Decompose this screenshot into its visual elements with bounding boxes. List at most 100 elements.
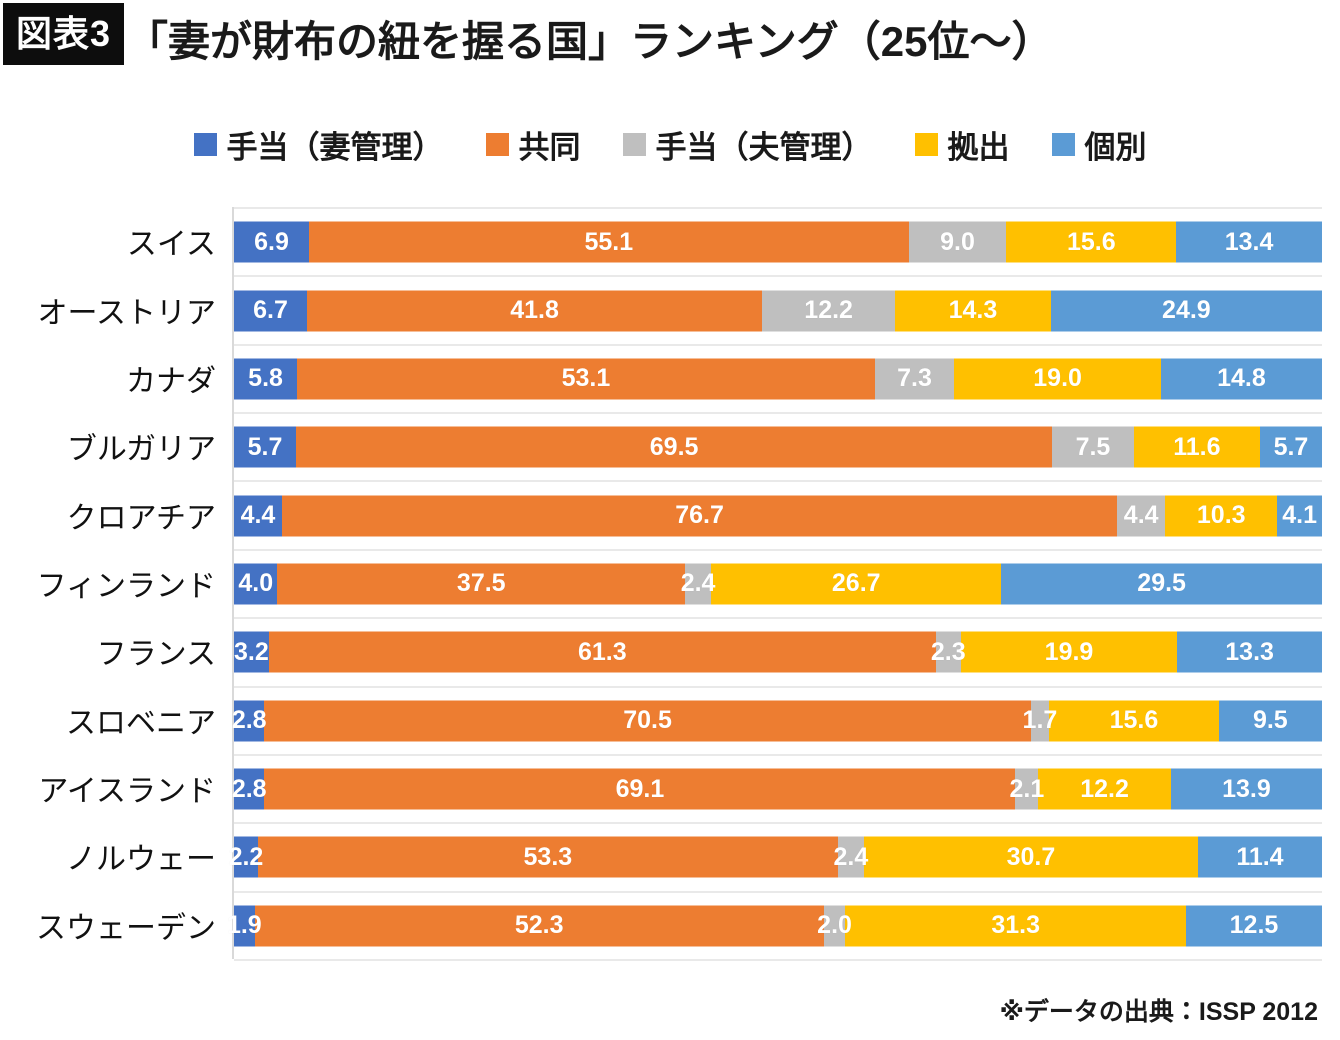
segment-value-label: 41.8	[510, 296, 559, 325]
segment-value-label: 1.9	[226, 911, 262, 940]
bar-segment: 13.4	[1176, 221, 1322, 263]
bar-segment: 69.5	[296, 426, 1053, 468]
stacked-bar: 5.7 69.5 7.5 11.6 5.7	[234, 426, 1322, 468]
source-note: ※データの出典：ISSP 2012	[999, 998, 1318, 1026]
segment-value-label: 2.1	[1009, 774, 1045, 803]
bar-segment: 3.2	[234, 631, 269, 673]
category-label: ノルウェー	[66, 843, 216, 877]
bar-segment: 7.5	[1052, 426, 1134, 468]
segment-value-label: 9.0	[940, 227, 975, 256]
page-title: 「妻が財布の紐を握る国」ランキング（25位〜）	[126, 18, 1054, 65]
segment-value-label: 52.3	[514, 911, 564, 940]
bar-segment: 4.0	[234, 563, 278, 605]
bar-row: 3.2 61.3 2.3 19.9 13.3	[234, 617, 1322, 685]
bar-segment: 9.0	[908, 221, 1007, 263]
segment-value-label: 11.6	[1173, 432, 1221, 461]
bar-row: 4.4 76.7 4.4 10.3 4.1	[234, 480, 1322, 548]
segment-value-label: 5.8	[248, 364, 283, 393]
bar-segment: 69.1	[264, 768, 1016, 810]
bar-segment: 7.3	[874, 358, 955, 400]
stacked-bar: 2.2 53.3 2.4 30.7 11.4	[229, 836, 1322, 878]
segment-value-label: 11.4	[1236, 842, 1284, 871]
segment-value-label: 13.4	[1224, 227, 1274, 256]
segment-value-label: 10.3	[1196, 501, 1246, 530]
bar-segment: 37.5	[277, 563, 686, 605]
segment-value-label: 2.2	[228, 842, 264, 871]
y-axis-line	[232, 207, 234, 959]
bar-segment: 1.7	[1023, 700, 1057, 742]
bar-segment: 53.1	[297, 358, 875, 400]
bar-segment: 41.8	[306, 290, 763, 332]
bar-segment: 14.8	[1160, 358, 1322, 400]
bar-segment: 10.3	[1165, 495, 1278, 537]
segment-value-label: 5.7	[247, 432, 283, 461]
segment-value-label: 37.5	[456, 569, 506, 598]
segment-value-label: 76.7	[675, 501, 724, 530]
segment-value-label: 13.9	[1222, 774, 1271, 803]
bar-segment: 29.5	[1001, 563, 1322, 605]
category-label: アイスランド	[38, 775, 216, 809]
legend-label: 手当（夫管理）	[655, 130, 873, 165]
segment-value-label: 29.5	[1137, 569, 1186, 598]
segment-value-label: 15.6	[1066, 227, 1116, 256]
bar-segment: 76.7	[281, 495, 1118, 537]
bar-segment: 2.3	[931, 631, 966, 673]
category-label: フランス	[96, 638, 216, 672]
category-label: オーストリア	[37, 296, 217, 330]
legend-swatch	[193, 133, 217, 156]
bar-segment: 52.3	[254, 905, 824, 947]
category-label: スロベニア	[66, 706, 216, 740]
bar-segment: 13.9	[1170, 768, 1322, 810]
legend-swatch	[914, 133, 938, 156]
bar-segment: 6.7	[234, 290, 307, 332]
stacked-bar: 2.8 69.1 2.1 12.2 13.9	[232, 768, 1322, 810]
segment-value-label: 4.0	[238, 569, 274, 598]
segment-value-label: 14.3	[948, 296, 998, 325]
bar-segment: 12.2	[1038, 768, 1171, 810]
segment-value-label: 1.7	[1022, 706, 1058, 735]
segment-value-label: 2.4	[833, 842, 869, 871]
segment-value-label: 31.3	[991, 911, 1041, 940]
segment-value-label: 5.7	[1273, 432, 1309, 461]
bar-segment: 53.3	[257, 836, 838, 878]
category-label: スイス	[126, 228, 216, 262]
bar-segment: 2.0	[817, 905, 852, 947]
bar-segment: 15.6	[1006, 221, 1177, 263]
bar-segment: 6.9	[234, 221, 310, 263]
bar-segment: 24.9	[1050, 290, 1322, 332]
segment-value-label: 12.2	[1080, 774, 1129, 803]
bar-row: 4.0 37.5 2.4 26.7 29.5	[234, 548, 1322, 617]
bar-segment: 4.4	[1117, 495, 1166, 537]
segment-value-label: 6.7	[253, 296, 288, 325]
bar-segment: 2.4	[681, 563, 715, 605]
bar-segment: 26.7	[711, 563, 1002, 605]
category-label: クロアチア	[66, 501, 216, 535]
segment-value-label: 14.8	[1217, 364, 1266, 393]
segment-value-label: 53.3	[523, 842, 573, 871]
bar-row: 6.9 55.1 9.0 15.6 13.4	[234, 207, 1322, 275]
segment-value-label: 3.2	[234, 637, 269, 666]
bar-row: 5.7 69.5 7.5 11.6 5.7	[234, 412, 1322, 480]
bar-segment: 14.3	[895, 290, 1051, 332]
bar-segment: 2.2	[229, 836, 263, 878]
bar-segment: 2.4	[833, 836, 868, 878]
segment-value-label: 69.1	[615, 774, 665, 803]
category-axis: スイス オーストリア カナダ ブルガリア クロアチア フィンランド フランス スロベニア アイス…	[0, 207, 222, 959]
legend-swatch	[1051, 133, 1075, 156]
segment-value-label: 19.9	[1044, 637, 1094, 666]
bar-segment: 2.8	[232, 768, 267, 810]
bar-segment: 30.7	[863, 836, 1198, 878]
legend-item: 個別	[1051, 122, 1147, 167]
stacked-bar: 6.7 41.8 12.2 14.3 24.9	[234, 290, 1322, 332]
segment-value-label: 7.3	[897, 364, 932, 393]
bar-segment: 13.3	[1177, 631, 1322, 673]
legend: 手当（妻管理） 共同 手当（夫管理） 拠出 個別	[0, 122, 1340, 167]
legend-label: 共同	[518, 130, 581, 165]
bar-row: 6.7 41.8 12.2 14.3 24.9	[234, 275, 1322, 343]
legend-swatch	[485, 133, 509, 156]
legend-item: 拠出	[914, 122, 1010, 167]
segment-value-label: 6.9	[254, 227, 289, 256]
bar-segment: 9.5	[1218, 700, 1322, 742]
bar-row: 1.9 52.3 2.0 31.3 12.5	[227, 890, 1322, 959]
